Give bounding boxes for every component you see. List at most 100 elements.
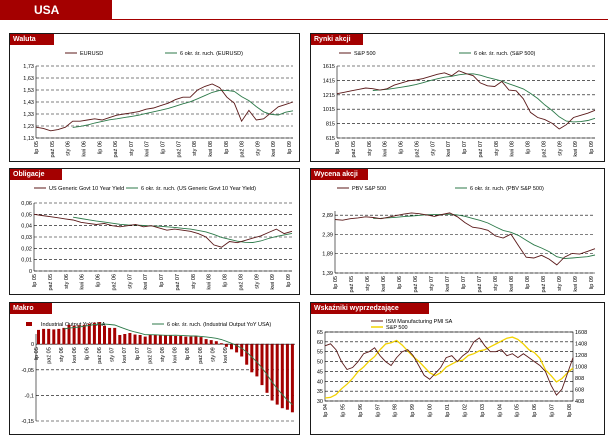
series-line [35,83,294,132]
legend-label: PBV S&P 500 [352,186,386,192]
x-tick-label: lip 95 [340,404,346,417]
chart-wycena: PBV S&P 500 6 okr. śr. ruch. (PBV S&P 500… [322,186,596,293]
bar [245,344,249,365]
x-tick-label: lip 09 [286,274,292,287]
bar [72,325,76,345]
y-tick-label: 1,13 [23,136,34,142]
x-tick-label: paź 07 [176,141,182,158]
x-tick-label: lip 08 [185,347,191,360]
y-tick-label: -0,05 [21,368,34,374]
bar [250,344,254,373]
x-tick-label: kwi 07 [143,274,149,290]
x-tick-label: sty 08 [191,274,197,289]
page-title: USA [34,3,60,17]
x-tick-label: lip 09 [589,276,595,289]
x-tick-label: lip 99 [410,404,416,417]
y2-tick-label: 1408 [575,342,587,348]
chart-rynki: S&P 500 6 okr. śr. ruch. (S&P 500) 1615 141… [323,51,596,158]
bar [204,339,208,345]
y-tick-label: 1,43 [23,100,34,106]
x-tick-label: kwi 08 [208,141,214,157]
panel-title: Makro [10,303,52,314]
chart-waluta: EURUSD 6 okr. śr. ruch. (EURUSD) 1,73 1,63 1… [23,51,294,158]
bar [52,329,56,345]
x-tick-label: paź 07 [147,347,153,364]
x-tick-label: sty 09 [210,347,216,362]
x-tick-label: lip 00 [428,404,434,417]
y-tick-label: 60 [317,340,323,346]
bar [285,344,289,410]
y-tick-label: 1015 [323,107,335,113]
series-line-ma [63,323,293,406]
panel-wskazniki: Wskaźniki wyprzedzające ISM Manufacturin… [310,302,605,435]
y2-tick-label: 1608 [575,330,587,336]
x-tick-label: sty 07 [430,141,436,156]
bar [174,336,178,345]
bar [148,335,152,345]
y-tick-label: 1,63 [23,76,34,82]
y-tick-label: 1,53 [23,88,34,94]
legend-label: 6 okr. śr. ruch. (Industrial Output YoY … [167,322,271,328]
panel-obligacje: Obligacje US Generic Govt 10 Year Yield 6… [9,168,300,295]
x-tick-label: lip 06 [84,347,90,360]
x-tick-label: sty 09 [557,276,563,291]
legend-label: ISM Manufacturing PMI SA [386,319,453,325]
bar [128,333,132,345]
x-tick-label: sty 06 [64,274,70,289]
x-tick-label: sty 08 [160,347,166,362]
bar [194,336,198,345]
x-tick-label: lip 03 [480,404,486,417]
y-tick-label: 40 [317,379,323,385]
legend-swatch [26,322,32,326]
x-tick-label: sty 08 [192,141,198,156]
x-tick-label: kwi 08 [510,141,516,157]
plot-frame [324,331,574,402]
y-tick-label: 0,02 [21,246,32,252]
bar [37,329,40,345]
panel-rynki: Rynki akcji S&P 500 6 okr. śr. ruch. (S&P… [310,33,605,162]
x-tick-label: paź 08 [198,347,204,364]
x-tick-label: lip 06 [397,276,403,289]
bar [224,344,228,347]
x-tick-label: paź 06 [111,274,117,291]
legend-label: S&P 500 [354,51,376,57]
bar [108,327,112,345]
series-line-ism [324,337,574,396]
bar [189,336,193,345]
bar [184,336,188,345]
x-tick-label: sty 09 [254,274,260,289]
bar [118,335,122,345]
x-tick-label: sty 07 [127,274,133,289]
bar [260,344,264,386]
x-tick-label: sty 07 [129,141,135,156]
panel-title: Obligacje [10,169,62,180]
bar [199,337,203,345]
x-tick-label: lip 08 [223,274,229,287]
series-line [33,213,293,248]
bar [214,341,218,345]
bar [42,328,46,345]
x-tick-label: lip 07 [161,141,167,154]
x-tick-label: sty 07 [429,276,435,291]
bar [133,334,137,345]
bar [164,335,167,345]
y-tick-label: 0 [29,269,32,275]
x-tick-label: lip 05 [34,347,40,360]
panel-title: Wskaźniki wyprzedzające [311,303,429,314]
legend-label: S&P 500 [386,325,408,331]
x-tick-label: lip 02 [462,404,468,417]
panel-wycena: Wycena akcji PBV S&P 500 6 okr. śr. ruch.… [310,168,605,295]
x-tick-label: paź 08 [541,276,547,293]
x-tick-label: kwi 08 [173,347,179,363]
x-tick-label: lip 06 [97,141,103,154]
bar [143,336,147,345]
x-tick-label: kwi 08 [207,274,213,290]
x-tick-label: paź 06 [97,347,103,364]
y-tick-label: 0,01 [21,258,32,264]
legend-label: 6 okr. śr. ruch. (PBV S&P 500) [470,186,544,192]
x-tick-label: kwi 06 [81,141,87,157]
y-tick-label: 2,89 [322,213,333,219]
x-tick-label: lip 01 [445,404,451,417]
y2-tick-label: 608 [575,388,584,394]
bar [270,344,274,401]
